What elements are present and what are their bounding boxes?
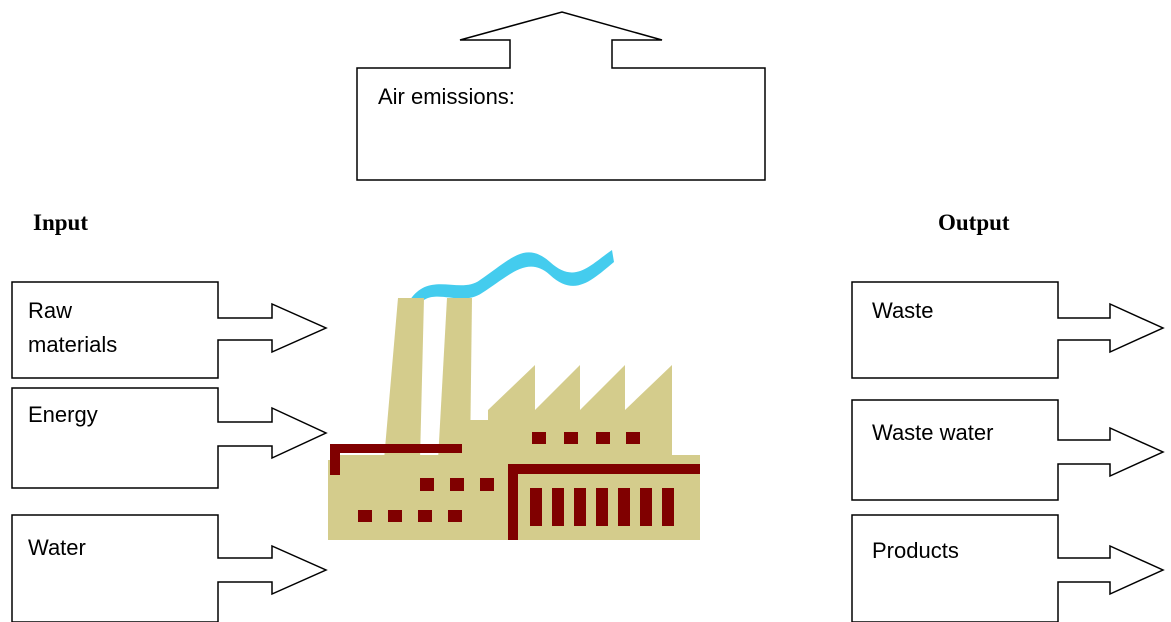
emissions-label: Air emissions: <box>378 84 515 109</box>
output-box <box>851 399 1165 501</box>
input-label: Energy <box>28 402 98 427</box>
input-title: Input <box>33 210 88 235</box>
input-box <box>11 514 328 622</box>
input-label: materials <box>28 332 117 357</box>
input-label: Water <box>28 535 86 560</box>
input-label: Raw <box>28 298 72 323</box>
input-box <box>11 281 328 379</box>
emissions-arrow <box>356 11 766 181</box>
output-label: Products <box>872 538 959 563</box>
output-box <box>851 514 1165 622</box>
output-label: Waste water <box>872 420 993 445</box>
input-box <box>11 387 328 489</box>
output-label: Waste <box>872 298 934 323</box>
output-title: Output <box>938 210 1010 235</box>
factory <box>328 250 700 540</box>
output-box <box>851 281 1165 379</box>
